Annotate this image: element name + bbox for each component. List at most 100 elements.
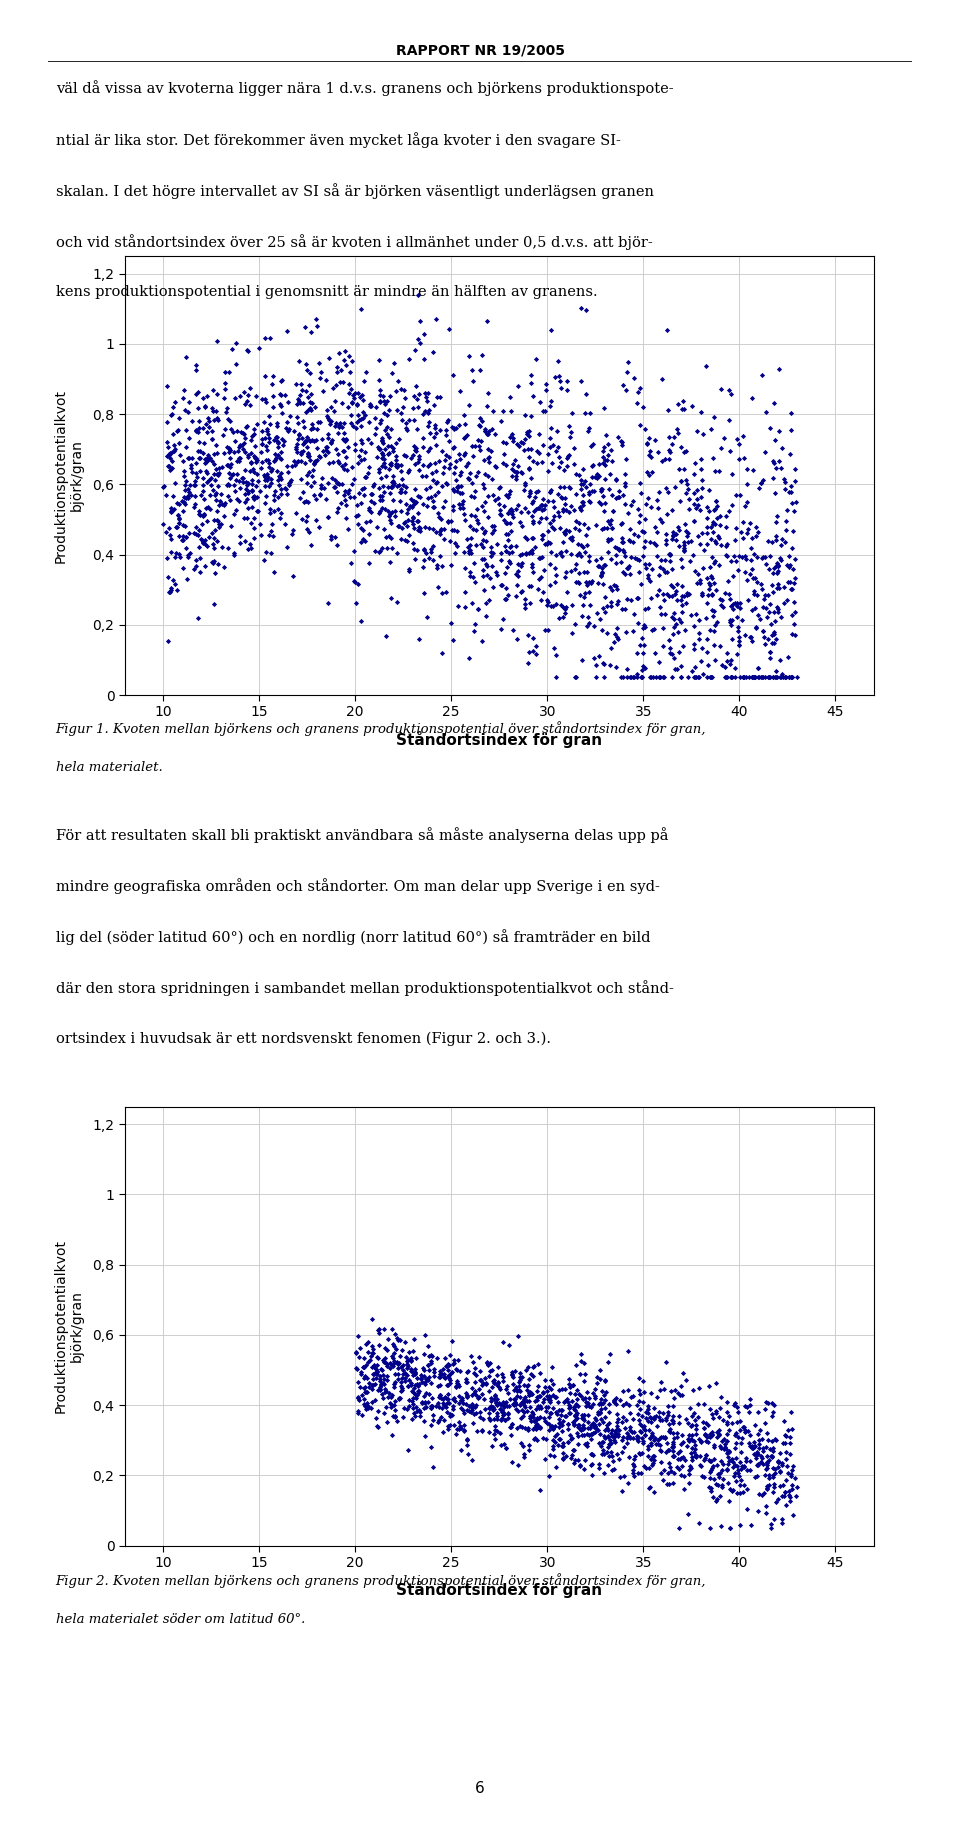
Point (274, 476, 289, 505)
Point (614, 1438, 630, 1467)
Point (492, 474, 507, 503)
Point (502, 479, 517, 508)
Point (528, 477, 543, 507)
Point (711, 1419, 727, 1449)
Point (629, 662, 644, 691)
Point (550, 433, 565, 463)
Point (420, 399, 436, 428)
Point (732, 589, 748, 618)
Point (609, 465, 624, 494)
Point (350, 1383, 366, 1412)
Point (492, 1394, 508, 1423)
Point (347, 465, 362, 494)
Point (503, 1412, 518, 1441)
Point (600, 444, 615, 474)
Point (252, 333, 267, 362)
Point (626, 1461, 641, 1491)
Point (510, 1375, 525, 1405)
Point (456, 487, 471, 516)
Point (329, 468, 345, 497)
Point (620, 1375, 636, 1405)
Point (261, 448, 276, 477)
Point (545, 430, 561, 459)
Point (641, 1416, 657, 1445)
Point (656, 554, 671, 583)
Point (192, 457, 207, 487)
Point (374, 439, 390, 468)
Point (467, 567, 482, 596)
Point (181, 388, 197, 417)
Point (435, 1355, 450, 1385)
Point (768, 454, 783, 483)
Point (684, 1425, 700, 1454)
Point (542, 1441, 558, 1471)
Point (338, 503, 353, 532)
Point (190, 417, 205, 446)
Point (685, 1438, 701, 1467)
Point (331, 412, 347, 441)
Point (340, 391, 355, 421)
Point (572, 494, 588, 523)
Point (376, 1397, 392, 1427)
Point (307, 446, 323, 476)
Point (489, 1388, 504, 1417)
Point (580, 611, 595, 640)
Point (618, 1405, 634, 1434)
Point (237, 455, 252, 485)
Point (704, 662, 719, 691)
Point (162, 455, 178, 485)
Point (593, 560, 609, 589)
Point (164, 446, 180, 476)
Point (504, 1357, 519, 1386)
Point (449, 1414, 465, 1443)
Point (540, 1401, 556, 1430)
Point (623, 1423, 638, 1452)
Point (373, 1353, 389, 1383)
Point (572, 1359, 588, 1388)
Point (266, 496, 281, 525)
Point (637, 1419, 653, 1449)
Point (521, 1430, 537, 1460)
Point (276, 426, 292, 455)
Point (357, 1377, 372, 1407)
Point (348, 1337, 363, 1366)
Point (313, 470, 328, 499)
Point (489, 558, 504, 587)
Point (384, 497, 399, 527)
Point (639, 430, 655, 459)
Point (158, 408, 174, 437)
Point (540, 585, 555, 615)
Point (761, 554, 777, 583)
Point (743, 532, 758, 562)
Point (172, 541, 187, 571)
Point (571, 461, 587, 490)
Point (438, 1363, 453, 1392)
Point (381, 439, 396, 468)
Point (491, 1388, 506, 1417)
Point (188, 448, 204, 477)
Point (732, 1471, 748, 1500)
Point (550, 479, 565, 508)
Point (583, 569, 598, 598)
Point (236, 419, 252, 448)
Point (440, 408, 455, 437)
Point (610, 574, 625, 604)
Point (610, 534, 625, 563)
Point (511, 452, 526, 481)
Point (420, 1352, 436, 1381)
Point (442, 1364, 457, 1394)
Point (231, 466, 247, 496)
Point (635, 1366, 650, 1396)
Point (269, 455, 284, 485)
Point (720, 567, 735, 596)
Point (445, 626, 461, 655)
Point (237, 424, 252, 454)
Point (448, 1355, 464, 1385)
Point (411, 481, 426, 510)
Point (400, 1436, 416, 1465)
Point (372, 386, 388, 415)
Point (759, 602, 775, 631)
Point (240, 534, 255, 563)
Point (757, 1394, 773, 1423)
Point (521, 538, 537, 567)
